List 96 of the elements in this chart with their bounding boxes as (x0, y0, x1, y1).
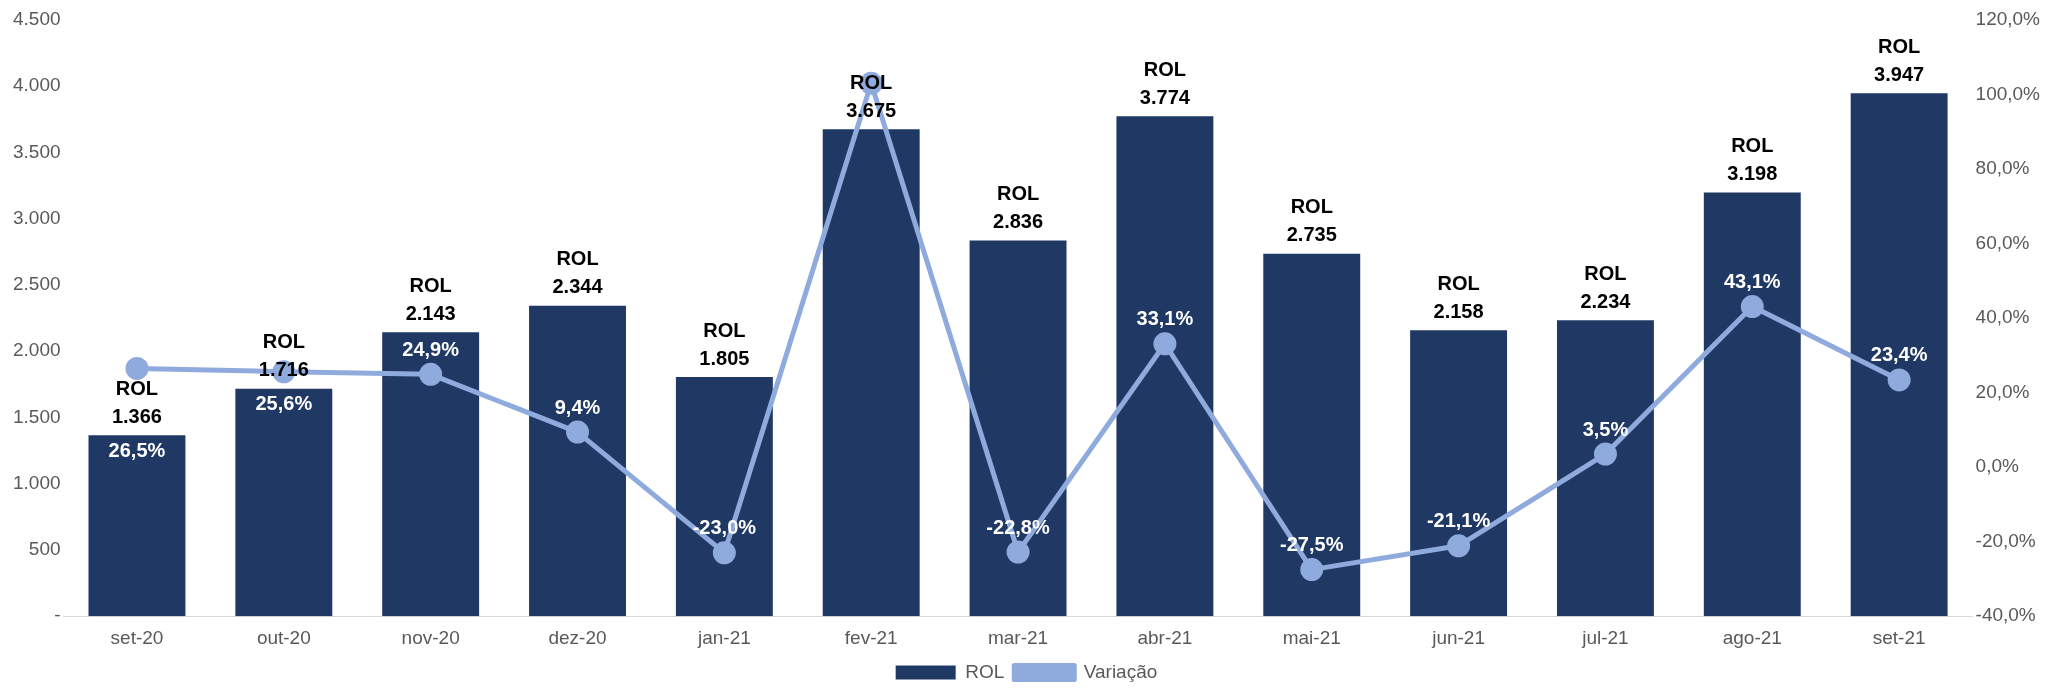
x-tick-label: nov-20 (401, 626, 460, 648)
x-tick-label: jun-21 (1431, 626, 1486, 648)
y2-tick-label: 40,0% (1975, 306, 2030, 328)
bar (235, 388, 333, 617)
x-tick-label: jul-21 (1581, 626, 1629, 648)
y2-tick-label: 80,0% (1975, 157, 2030, 179)
text: ROL (115, 376, 159, 399)
data-label: 3.675 (846, 98, 897, 121)
y-tick-label: 2.500 (13, 273, 61, 295)
data-label: 3.947 (1874, 62, 1925, 85)
data-label: 3.198 (1727, 162, 1778, 185)
text: ROL (1290, 195, 1333, 218)
data-label: -23,0% (692, 516, 757, 539)
point (712, 541, 736, 565)
point (1153, 332, 1177, 356)
y2-tick-label: 0,0% (1975, 455, 2019, 477)
data-label: 2.158 (1433, 299, 1484, 322)
bar (822, 129, 920, 617)
x-tick-label: ago-21 (1722, 626, 1782, 648)
x-tick-label: fev-21 (844, 626, 898, 648)
text: ROL (1437, 271, 1480, 294)
point (1300, 558, 1324, 582)
text: ROL (262, 330, 305, 353)
bar (1556, 320, 1654, 617)
data-label: 23,4% (1870, 343, 1928, 366)
y-tick-label: 4.000 (13, 74, 61, 96)
y2-tick-label: 20,0% (1975, 380, 2030, 402)
data-label: 33,1% (1136, 307, 1194, 330)
bar (382, 332, 480, 617)
data-label: 2.344 (552, 275, 604, 298)
bar (969, 240, 1067, 617)
data-label: 24,9% (402, 337, 460, 360)
bar (529, 305, 626, 617)
data-label: -22,8% (986, 515, 1050, 538)
data-label: 9,4% (554, 395, 601, 418)
bar (1410, 330, 1508, 617)
text: ROL (556, 247, 599, 270)
data-label: -27,5% (1280, 533, 1344, 556)
x-tick-label: mar-21 (987, 626, 1049, 648)
y2-tick-label: 60,0% (1975, 231, 2030, 253)
data-label: 2.735 (1286, 223, 1337, 246)
x-tick-label: out-20 (256, 626, 311, 648)
y2-tick-label: 100,0% (1975, 82, 2041, 104)
y2-tick-label: -20,0% (1975, 529, 2036, 551)
data-label: 3,5% (1582, 417, 1629, 440)
y2-tick-label: 120,0% (1975, 8, 2041, 30)
text: ROL (1878, 34, 1921, 57)
bar (1703, 192, 1801, 617)
x-tick-label: abr-21 (1137, 626, 1193, 648)
text: ROL (996, 181, 1040, 204)
y-tick-label: 500 (28, 538, 61, 560)
point (1887, 368, 1911, 392)
bar (675, 377, 773, 617)
bar (1116, 116, 1214, 617)
point (566, 420, 590, 444)
point (1447, 534, 1471, 558)
data-label: 3.774 (1139, 85, 1191, 108)
data-label: 1.716 (258, 358, 309, 381)
legend-label: Variação (1083, 660, 1158, 682)
point (419, 362, 443, 386)
data-label: 26,5% (108, 438, 166, 461)
y-tick-label: - (54, 604, 61, 626)
data-label: 2.143 (405, 301, 456, 324)
data-label: 25,6% (255, 392, 313, 415)
y-tick-label: 2.000 (13, 339, 61, 361)
y-tick-label: 3.000 (13, 206, 61, 228)
y2-tick-label: -40,0% (1975, 604, 2036, 626)
y-tick-label: 1.500 (13, 405, 61, 427)
data-label: 1.805 (699, 346, 750, 369)
y-tick-label: 3.500 (13, 140, 61, 162)
y-tick-label: 4.500 (13, 8, 61, 30)
x-tick-label: set-20 (110, 626, 164, 648)
data-label: 43,1% (1723, 270, 1781, 293)
bar (1263, 253, 1361, 617)
text: ROL (850, 70, 893, 93)
text: ROL (1143, 57, 1187, 80)
y-tick-label: 1.000 (13, 471, 61, 493)
x-tick-label: jan-21 (696, 626, 751, 648)
data-label: 1.366 (111, 404, 162, 427)
data-label: -21,1% (1426, 509, 1491, 532)
point (1006, 540, 1030, 564)
data-label: 2.234 (1580, 289, 1632, 312)
point (1593, 442, 1617, 466)
bar (88, 435, 186, 617)
text: ROL (1584, 261, 1627, 284)
point (125, 356, 149, 380)
text: ROL (1731, 134, 1774, 157)
text: ROL (703, 318, 746, 341)
data-label: 2.836 (993, 209, 1044, 232)
point (1740, 295, 1764, 319)
x-tick-label: dez-20 (548, 626, 607, 648)
x-tick-label: set-21 (1872, 626, 1926, 648)
legend-label: ROL (965, 660, 1005, 682)
x-tick-label: mai-21 (1282, 626, 1341, 648)
text: ROL (409, 273, 452, 296)
bar (1850, 93, 1948, 617)
